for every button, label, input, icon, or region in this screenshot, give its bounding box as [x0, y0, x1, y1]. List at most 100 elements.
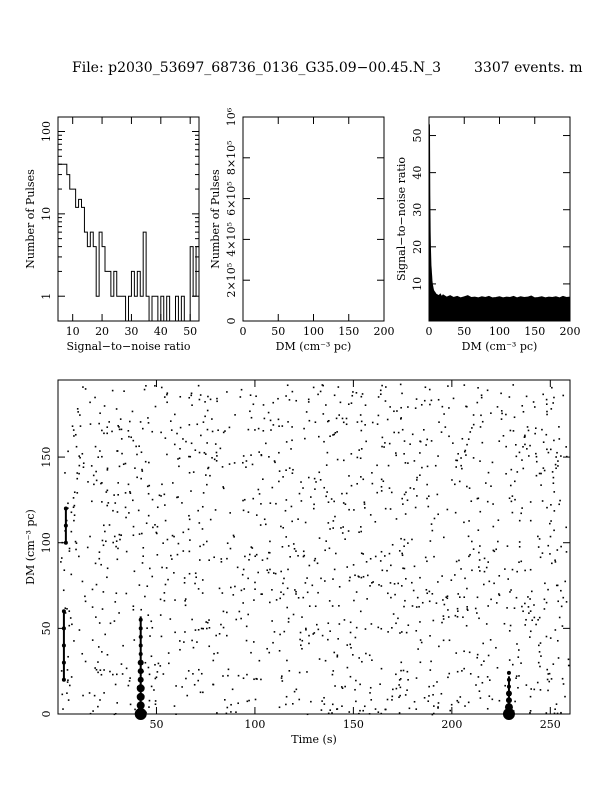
dm-vs-time-point — [97, 661, 99, 663]
dm-vs-time-point — [116, 558, 119, 561]
dm-vs-time-point — [447, 385, 449, 387]
dm-vs-time-point — [338, 414, 341, 416]
dm-vs-time-point — [196, 423, 199, 426]
dm-vs-time-point — [303, 427, 305, 430]
dm-vs-time-point — [118, 533, 121, 536]
dm-vs-time-point — [226, 634, 228, 637]
dm-vs-time-point — [101, 429, 103, 432]
dm-vs-time-point — [301, 647, 303, 650]
dm-vs-time-point — [269, 540, 271, 543]
dm-vs-time-point — [91, 500, 93, 503]
dm-vs-time-point — [377, 396, 380, 398]
dm-vs-time-point — [218, 633, 221, 635]
dm-vs-time-point — [398, 679, 401, 681]
dm-vs-time-point — [350, 646, 352, 649]
dm-vs-time-point — [492, 503, 494, 505]
dm-vs-time-point — [508, 630, 511, 632]
dm-vs-time-point — [333, 394, 336, 397]
dm-vs-time-point — [443, 413, 445, 415]
dm-vs-time-point — [504, 568, 506, 570]
dm-vs-time-point — [117, 547, 119, 550]
dm-vs-time-point — [417, 648, 419, 650]
dm-vs-time-point — [327, 638, 329, 641]
snr-vs-dm-xtick-label: 150 — [524, 325, 545, 338]
dm-vs-time-point — [553, 439, 555, 442]
dm-vs-time-point — [280, 570, 282, 573]
dm-vs-time-point — [156, 506, 159, 509]
dm-vs-time-point — [195, 576, 197, 579]
dm-vs-time-point — [437, 702, 440, 704]
dm-vs-time-point — [288, 467, 291, 469]
dm-vs-time-point — [326, 420, 329, 423]
dm-vs-time-point — [428, 600, 431, 603]
dm-vs-time-point — [487, 471, 490, 474]
dm-vs-time-point — [197, 679, 200, 682]
dm-vs-time-point — [159, 598, 162, 601]
dm-vs-time-point — [565, 455, 568, 458]
dm-vs-time-point — [555, 584, 558, 587]
dm-vs-time-xtick-label: 150 — [343, 718, 364, 731]
dm-vs-time-point — [424, 556, 427, 559]
dm-vs-time-point — [234, 414, 236, 416]
dm-vs-time-point — [497, 519, 500, 522]
dm-vs-time-point — [269, 419, 272, 422]
dm-vs-time-point — [537, 546, 540, 548]
dm-vs-time-point — [291, 472, 294, 475]
dm-vs-time-point — [89, 712, 92, 715]
dm-vs-time-point — [493, 550, 496, 553]
dm-vs-time-point — [536, 681, 539, 684]
dm-vs-time-point — [529, 568, 532, 571]
snr-hist-ytick-label: 10 — [40, 207, 53, 221]
dm-vs-time-point — [129, 677, 131, 679]
dm-vs-time-point — [381, 569, 384, 572]
dm-vs-time-point — [279, 633, 281, 636]
dm-vs-time-point — [369, 692, 371, 694]
dm-vs-time-point — [528, 612, 530, 614]
dm-vs-time-point — [331, 703, 334, 706]
dm-vs-time-point — [541, 500, 544, 502]
dm-vs-time-point — [164, 504, 166, 506]
dm-vs-time-point — [391, 699, 393, 701]
dm-vs-time-point — [365, 652, 367, 655]
dm-vs-time-point — [547, 689, 549, 692]
dm-vs-time-point — [517, 686, 519, 689]
dm-vs-time-point — [369, 557, 372, 560]
dm-vs-time-xtick-label: 250 — [540, 718, 561, 731]
dm-vs-time-point — [429, 635, 431, 637]
dm-vs-time-point — [151, 498, 154, 501]
dm-vs-time-point — [333, 568, 336, 571]
pulses-vs-dm-xlabel: DM (cm⁻³ pc) — [276, 340, 352, 353]
dm-vs-time-point — [374, 555, 377, 558]
dm-vs-time-point — [442, 639, 445, 642]
dm-vs-time-point — [198, 451, 201, 454]
dm-vs-time-point — [545, 601, 548, 604]
dm-vs-time-point — [243, 498, 246, 501]
dm-vs-time-point — [189, 455, 192, 458]
dm-vs-time-point — [485, 623, 488, 625]
dm-vs-time-point — [538, 472, 541, 475]
dm-vs-time-point — [543, 598, 546, 601]
dm-vs-time-point — [476, 401, 479, 404]
dm-vs-time-point — [120, 438, 123, 440]
dm-vs-time-point — [486, 707, 489, 710]
dm-vs-time-point — [476, 497, 479, 500]
dm-vs-time-point — [242, 499, 244, 502]
dm-vs-time-point — [194, 629, 197, 631]
dm-vs-time-point — [547, 544, 550, 547]
dm-vs-time-point — [510, 468, 513, 471]
dm-vs-time-point — [286, 606, 289, 609]
dm-vs-time-point — [248, 559, 250, 561]
dm-vs-time-point — [421, 466, 423, 469]
dm-vs-time-point — [160, 431, 162, 434]
dm-vs-time-point — [185, 677, 187, 680]
dm-vs-time-point — [106, 576, 108, 579]
dm-vs-time-point — [94, 667, 96, 669]
dm-vs-time-point — [490, 485, 492, 487]
dm-vs-time-point — [332, 520, 335, 522]
dm-vs-time-point — [197, 384, 200, 387]
dm-vs-time-point — [281, 675, 283, 677]
dm-vs-time-point — [106, 426, 109, 428]
dm-vs-time-point — [263, 417, 266, 420]
dm-vs-time-point — [427, 505, 430, 508]
dm-vs-time-point — [553, 491, 556, 493]
